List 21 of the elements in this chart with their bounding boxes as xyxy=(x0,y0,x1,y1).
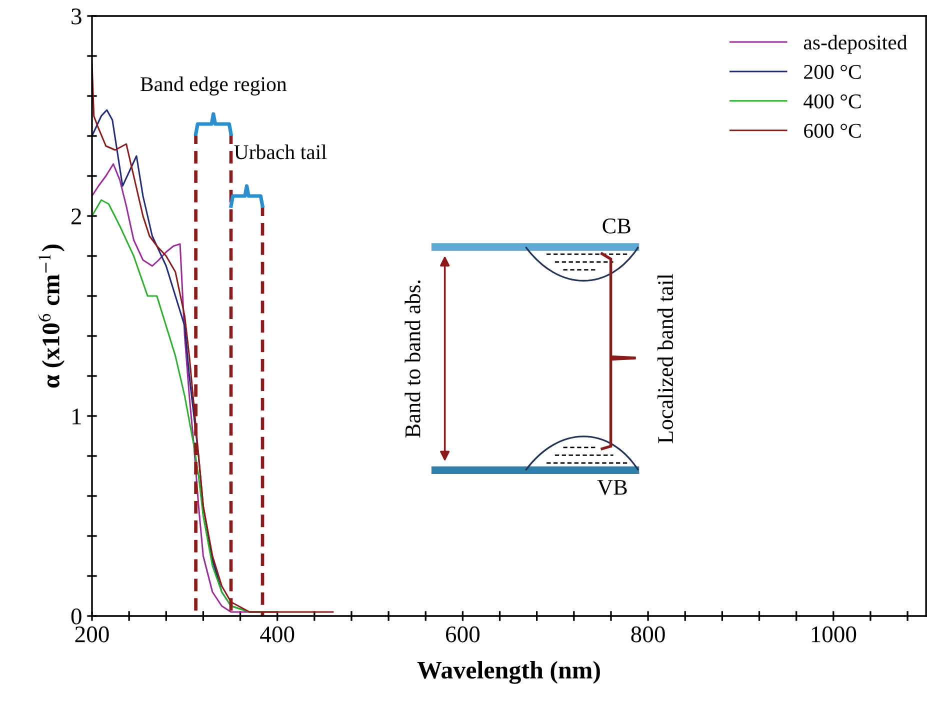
x-tick-label: 800 xyxy=(631,626,665,642)
x-tick-label: 400 xyxy=(260,626,294,642)
annotation: Urbach tail xyxy=(234,144,327,160)
legend-label: 200 °C xyxy=(804,64,861,79)
x-tick-label: 200 xyxy=(75,626,109,642)
legend-label: 400 °C xyxy=(804,94,861,108)
legend-label: 600 °C xyxy=(804,124,861,138)
annotation: CB xyxy=(602,218,630,234)
legend-label: as-deposited xyxy=(804,34,908,54)
x-axis-title: Wavelength (nm) xyxy=(417,661,600,684)
annotation: Localized band tail xyxy=(657,274,674,444)
y-tick-label: 2 xyxy=(72,208,81,224)
annotation: Band edge region xyxy=(140,76,287,96)
y-tick-label: 1 xyxy=(72,408,81,424)
annotation: Band to band abs. xyxy=(404,280,420,438)
y-axis-title: α (x10$^{6}$ cm$^{−1}$) xyxy=(38,244,65,388)
y-tick-label: 0 xyxy=(71,608,82,624)
annotation: VB xyxy=(597,480,627,495)
x-tick-label: 1000 xyxy=(812,626,856,642)
y-tick-label: 3 xyxy=(72,8,82,24)
x-tick-label: 600 xyxy=(446,626,480,642)
